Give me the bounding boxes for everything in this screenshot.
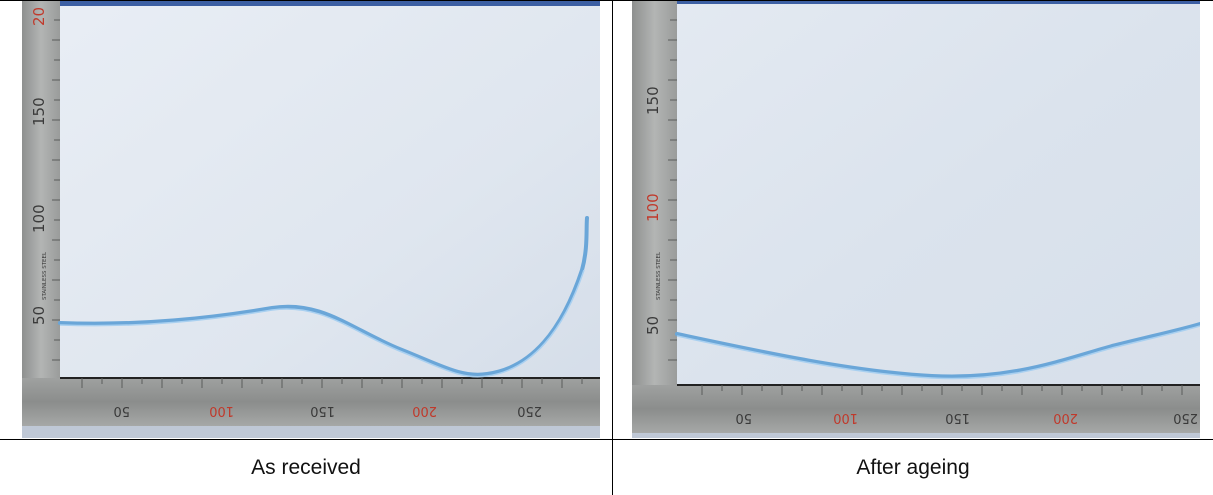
horizontal-ruler-ticks [81, 378, 583, 388]
table-row-divider [0, 439, 1213, 440]
horizontal-ruler [22, 378, 600, 426]
v-label-150: 150 [644, 86, 662, 115]
h-label-100: 100 [209, 403, 234, 418]
horizontal-ruler-ticks [701, 385, 1183, 395]
table-border-top [0, 0, 1213, 1]
v-label-200: 20 [30, 7, 48, 26]
vertical-ruler-ticks [668, 19, 677, 361]
v-label-50: 50 [644, 316, 662, 335]
vertical-ruler-ticks [52, 19, 60, 361]
h-label-150: 150 [945, 410, 970, 425]
fibre-strand [675, 322, 1202, 379]
caption-after-ageing: After ageing [856, 455, 970, 479]
h-label-250: 250 [517, 403, 542, 418]
photo-after-ageing: 50 100 150 STAINLESS STEEL [632, 0, 1202, 440]
h-label-200: 200 [1053, 410, 1078, 425]
fibre-strand [58, 216, 589, 377]
bottom-table-strip [22, 426, 600, 438]
fibre-highlight [59, 269, 585, 378]
h-label-50: 50 [735, 410, 752, 425]
h-label-100: 100 [833, 410, 858, 425]
fibre-highlight [676, 325, 1201, 380]
table-column-divider [612, 0, 613, 495]
vertical-ruler [632, 0, 677, 385]
v-label-50: 50 [30, 306, 48, 325]
ruler-brand-text: STAINLESS STEEL [42, 251, 48, 300]
v-label-150: 150 [30, 97, 48, 126]
h-label-50: 50 [113, 403, 130, 418]
board-background [632, 0, 1200, 438]
as-received-image: 50 100 150 20 STAINLESS STEEL [22, 0, 600, 438]
caption-as-received: As received [251, 455, 361, 479]
h-label-200: 200 [412, 403, 437, 418]
v-label-100: 100 [30, 204, 48, 233]
board-background [22, 0, 600, 438]
top-edge [22, 0, 600, 6]
h-label-250: 250 [1173, 410, 1198, 425]
v-label-100: 100 [644, 193, 662, 222]
top-edge [632, 0, 1200, 4]
after-ageing-image: 50 100 150 STAINLESS STEEL [632, 0, 1202, 438]
h-label-150: 150 [310, 403, 335, 418]
photo-as-received: 50 100 150 20 STAINLESS STEEL [22, 0, 600, 440]
horizontal-ruler [632, 385, 1200, 433]
bottom-table-strip [632, 433, 1200, 438]
vertical-ruler [22, 0, 60, 385]
ruler-brand-text: STAINLESS STEEL [656, 251, 662, 300]
